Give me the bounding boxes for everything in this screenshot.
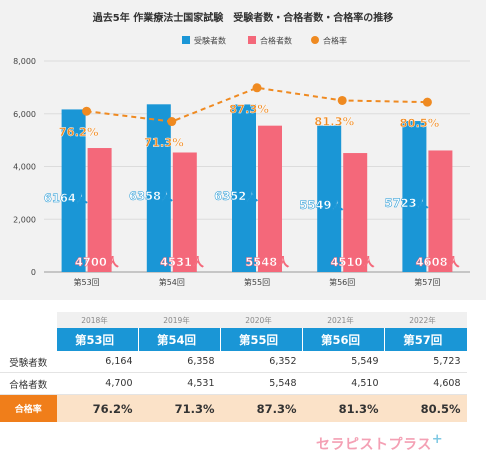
passer-value: 4,510 xyxy=(302,372,385,395)
y-tick-label: 0 xyxy=(31,268,36,277)
x-tick-label: 第53回 xyxy=(74,277,100,287)
applicant-data-label: 5549人 xyxy=(299,198,343,212)
rate-data-label: 71.3% xyxy=(144,136,184,150)
passer-value: 4,700 xyxy=(56,372,139,395)
corner-cell xyxy=(0,328,57,351)
rate-value: 81.3% xyxy=(302,394,385,422)
passer-data-label: 4531人 xyxy=(160,255,204,269)
year-cell: 2022年 xyxy=(384,312,467,328)
rate-point xyxy=(82,106,92,116)
year-cell: 2018年 xyxy=(56,312,139,328)
bar xyxy=(61,109,86,272)
applicant-value: 6,164 xyxy=(56,351,139,373)
passer-value: 4,608 xyxy=(384,372,467,395)
bar xyxy=(232,104,256,272)
rate-value: 76.2% xyxy=(56,394,139,422)
applicant-value: 5,723 xyxy=(384,351,467,373)
legend-swatch xyxy=(182,36,190,44)
data-table: 2018年 2019年 2020年 2021年 2022年 第53回 第54回 … xyxy=(0,312,467,422)
y-tick-label: 6,000 xyxy=(13,110,36,119)
row-label: 合格者数 xyxy=(0,372,57,395)
rate-row: 合格率 76.2% 71.3% 87.3% 81.3% 80.5% xyxy=(0,394,467,422)
passer-data-label: 4510人 xyxy=(330,255,374,269)
applicant-data-label: 6352人 xyxy=(214,189,258,203)
bar xyxy=(146,104,171,273)
chart-title: 過去5年 作業療法士国家試験 受験者数・合格者数・合格率の推移 xyxy=(92,11,393,24)
x-tick-label: 第55回 xyxy=(244,277,270,287)
y-tick-label: 4,000 xyxy=(13,163,36,172)
rate-data-label: 81.3% xyxy=(314,114,354,128)
x-tick-label: 第57回 xyxy=(414,277,440,287)
applicants-row: 受験者数 6,164 6,358 6,352 5,549 5,723 xyxy=(0,351,467,373)
x-tick-label: 第54回 xyxy=(159,277,185,287)
legend-label: 合格率 xyxy=(323,36,347,46)
rate-data-label: 80.5% xyxy=(399,116,439,130)
applicant-value: 6,358 xyxy=(138,351,221,373)
applicant-value: 6,352 xyxy=(220,351,303,373)
rate-value: 71.3% xyxy=(138,394,221,422)
session-cell: 第53回 xyxy=(56,328,139,351)
applicant-data-label: 5723人 xyxy=(385,196,429,210)
year-cell: 2020年 xyxy=(220,312,303,328)
bar xyxy=(343,153,368,272)
year-cell: 2021年 xyxy=(302,312,385,328)
passer-value: 5,548 xyxy=(220,372,303,395)
legend-label: 合格者数 xyxy=(260,36,292,46)
chart-panel: 過去5年 作業療法士国家試験 受験者数・合格者数・合格率の推移受験者数 合格者数 合… xyxy=(0,0,486,300)
session-cell: 第55回 xyxy=(220,328,303,351)
legend-swatch xyxy=(311,36,319,44)
row-label: 受験者数 xyxy=(0,351,57,373)
brand-plus-mark: + xyxy=(431,432,444,447)
rate-data-label: 87.3% xyxy=(229,102,269,116)
x-tick-label: 第56回 xyxy=(329,277,355,287)
year-cell: 2019年 xyxy=(138,312,221,328)
row-label: 合格率 xyxy=(0,394,57,422)
session-cell: 第56回 xyxy=(302,328,385,351)
bar xyxy=(402,121,427,272)
rate-point xyxy=(167,117,177,127)
bar xyxy=(317,125,342,272)
legend-label: 受験者数 xyxy=(194,36,226,46)
applicant-data-label: 6164人 xyxy=(44,191,88,205)
applicant-value: 5,549 xyxy=(302,351,385,373)
applicant-data-label: 6358人 xyxy=(129,189,173,203)
rate-point xyxy=(422,97,432,107)
y-tick-label: 8,000 xyxy=(13,57,36,66)
rate-data-label: 76.2% xyxy=(59,125,99,139)
rate-value: 87.3% xyxy=(220,394,303,422)
rate-point xyxy=(252,83,262,93)
session-cell: 第54回 xyxy=(138,328,221,351)
passers-row: 合格者数 4,700 4,531 5,548 4,510 4,608 xyxy=(0,372,467,395)
passer-value: 4,531 xyxy=(138,372,221,395)
bar xyxy=(258,125,282,272)
rate-line xyxy=(86,86,428,123)
bar xyxy=(87,148,112,272)
passer-data-label: 5548人 xyxy=(245,255,289,269)
rate-point xyxy=(337,95,347,105)
bar xyxy=(428,150,453,272)
session-cell: 第57回 xyxy=(384,328,467,351)
session-row: 第53回 第54回 第55回 第56回 第57回 xyxy=(0,328,467,351)
brand-logo: セラピストプラス+ xyxy=(316,432,444,454)
year-row: 2018年 2019年 2020年 2021年 2022年 xyxy=(0,312,467,328)
rate-value: 80.5% xyxy=(384,394,467,422)
brand-name: セラピストプラス xyxy=(316,437,432,453)
passer-data-label: 4608人 xyxy=(416,255,460,269)
bar xyxy=(172,152,197,272)
passer-data-label: 4700人 xyxy=(75,255,119,269)
corner-cell xyxy=(0,312,57,328)
legend-swatch xyxy=(248,36,256,44)
y-tick-label: 2,000 xyxy=(13,215,36,224)
